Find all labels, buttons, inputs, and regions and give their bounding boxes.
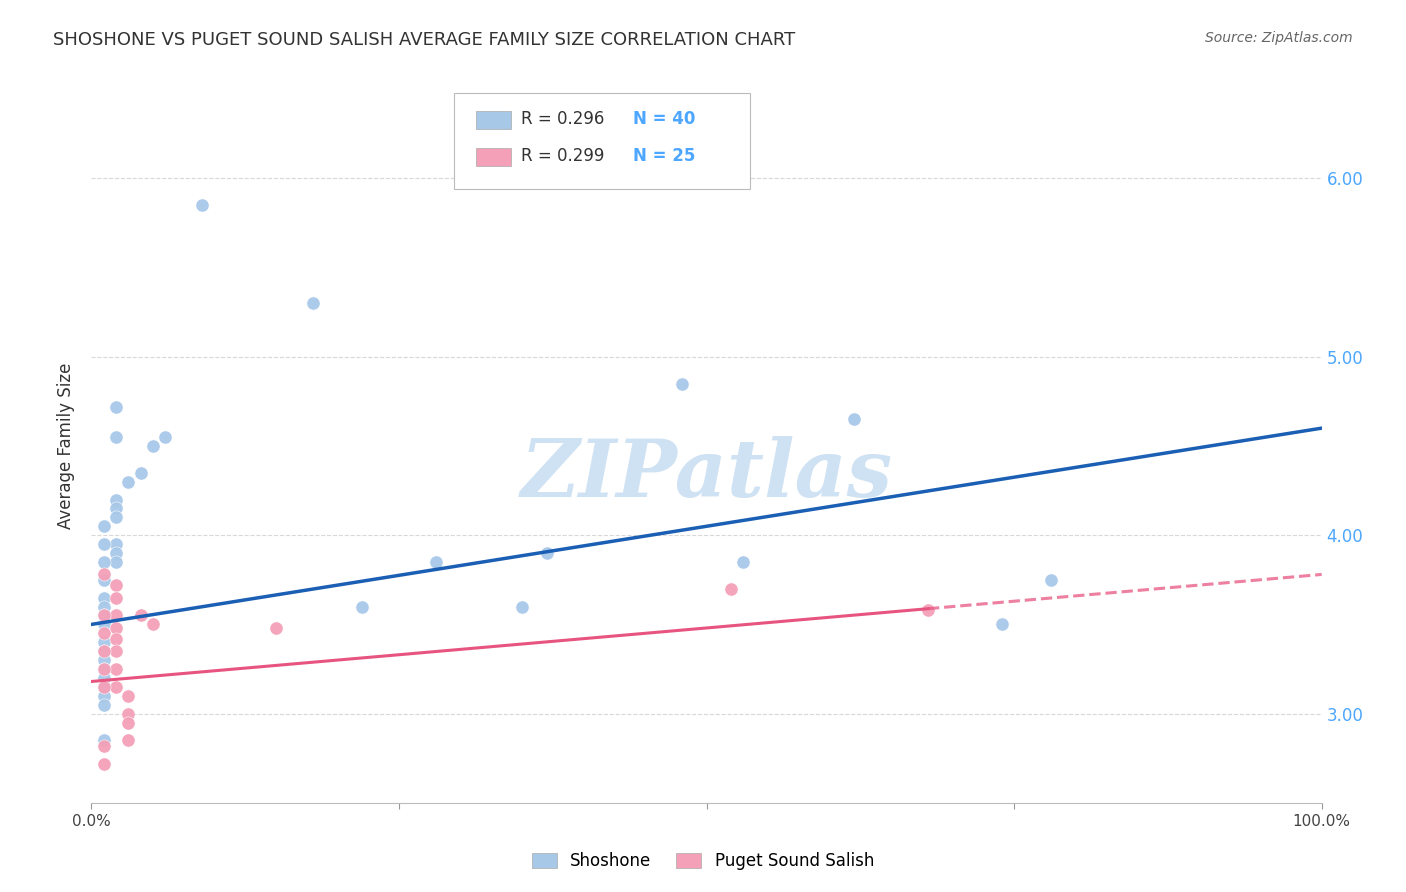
Point: [93, 617, 115, 632]
Point: [733, 555, 755, 569]
Point: [917, 603, 939, 617]
Point: [105, 537, 127, 551]
Point: [93, 644, 115, 658]
Point: [536, 546, 558, 560]
Point: [93, 662, 115, 676]
Point: [142, 439, 165, 453]
Text: ZIPatlas: ZIPatlas: [520, 436, 893, 513]
Point: [93, 573, 115, 587]
Point: [117, 733, 139, 747]
Point: [93, 626, 115, 640]
Point: [93, 689, 115, 703]
Point: [264, 621, 287, 635]
Point: [105, 430, 127, 444]
Point: [93, 599, 115, 614]
Point: [117, 689, 139, 703]
Legend: Shoshone, Puget Sound Salish: Shoshone, Puget Sound Salish: [526, 846, 880, 877]
Point: [191, 198, 214, 212]
Point: [105, 546, 127, 560]
Point: [93, 608, 115, 623]
Point: [301, 296, 323, 310]
Point: [510, 599, 533, 614]
Point: [93, 635, 115, 649]
Point: [105, 632, 127, 646]
Point: [842, 412, 865, 426]
Point: [93, 555, 115, 569]
Point: [105, 662, 127, 676]
Text: N = 40: N = 40: [633, 111, 695, 128]
Point: [129, 608, 152, 623]
Point: [93, 591, 115, 605]
Point: [129, 466, 152, 480]
Point: [105, 591, 127, 605]
Y-axis label: Average Family Size: Average Family Size: [58, 363, 76, 529]
Text: SHOSHONE VS PUGET SOUND SALISH AVERAGE FAMILY SIZE CORRELATION CHART: SHOSHONE VS PUGET SOUND SALISH AVERAGE F…: [53, 31, 796, 49]
FancyBboxPatch shape: [454, 93, 749, 189]
Point: [93, 537, 115, 551]
Point: [93, 567, 115, 582]
Text: N = 25: N = 25: [633, 147, 695, 165]
Point: [93, 680, 115, 694]
Point: [93, 662, 115, 676]
Point: [93, 739, 115, 753]
Point: [105, 644, 127, 658]
Point: [671, 376, 693, 391]
Point: [117, 715, 139, 730]
Text: R = 0.296: R = 0.296: [520, 111, 605, 128]
Point: [105, 578, 127, 592]
Point: [153, 430, 177, 444]
Text: R = 0.299: R = 0.299: [520, 147, 605, 165]
Point: [105, 492, 127, 507]
Point: [93, 644, 115, 658]
Point: [105, 680, 127, 694]
Point: [117, 475, 139, 489]
Text: Source: ZipAtlas.com: Source: ZipAtlas.com: [1205, 31, 1353, 45]
Point: [93, 653, 115, 667]
Point: [720, 582, 742, 596]
Point: [990, 617, 1012, 632]
Point: [93, 680, 115, 694]
Point: [105, 608, 127, 623]
Point: [105, 510, 127, 524]
Point: [425, 555, 447, 569]
Point: [1039, 573, 1063, 587]
Bar: [477, 148, 510, 166]
Point: [105, 501, 127, 516]
Point: [93, 756, 115, 771]
Point: [93, 608, 115, 623]
Point: [352, 599, 374, 614]
Bar: [477, 111, 510, 129]
Point: [105, 621, 127, 635]
Point: [142, 617, 165, 632]
Point: [105, 555, 127, 569]
Point: [105, 400, 127, 414]
Point: [93, 698, 115, 712]
Point: [93, 519, 115, 533]
Point: [117, 706, 139, 721]
Point: [93, 733, 115, 747]
Point: [93, 671, 115, 685]
